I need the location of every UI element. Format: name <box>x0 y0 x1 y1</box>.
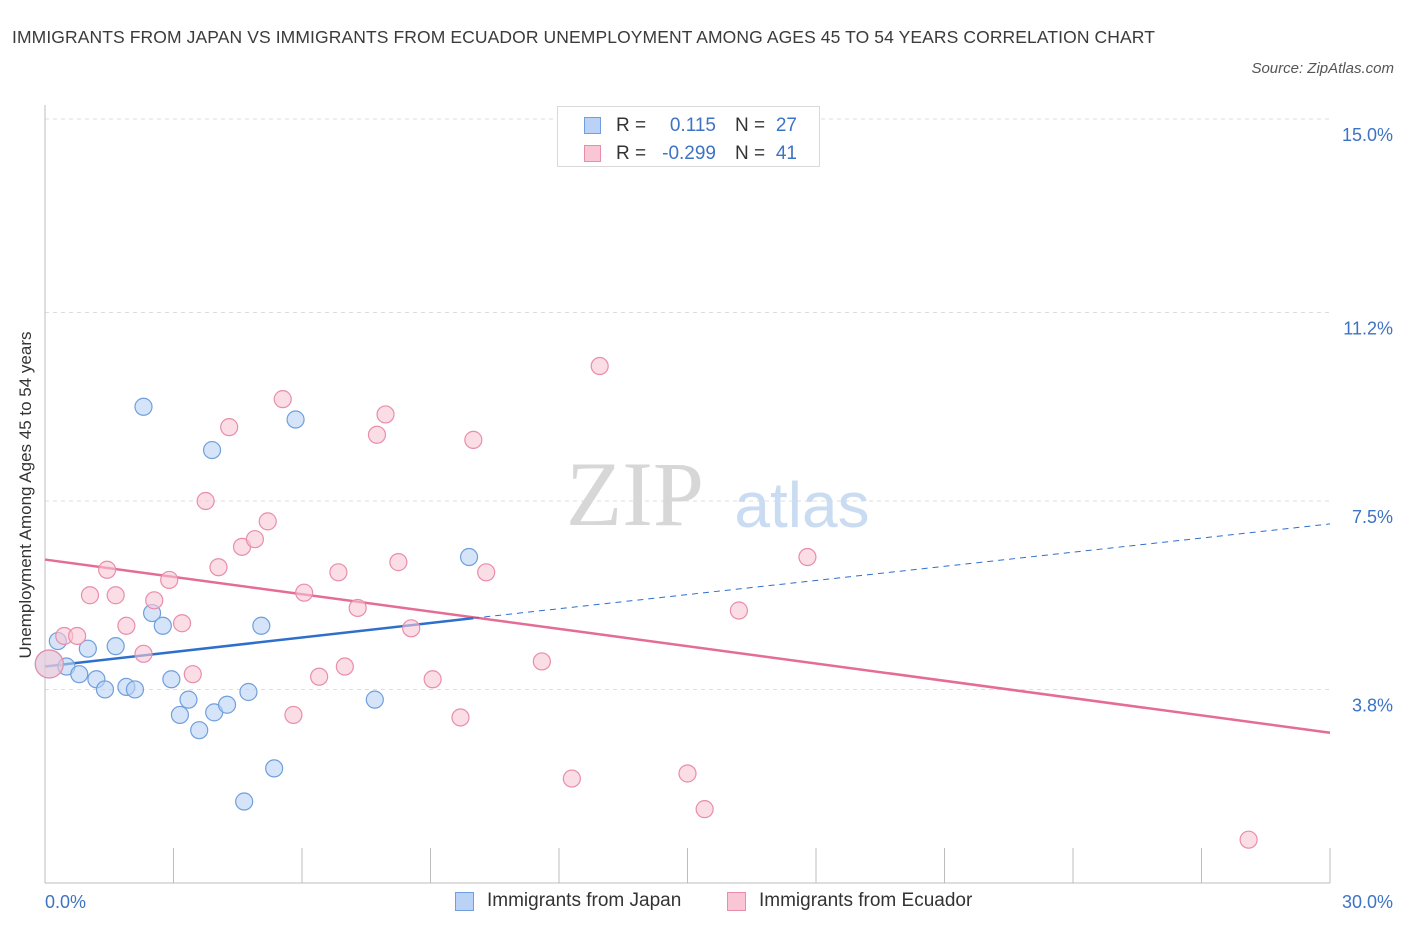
stats-legend: R = 0.115 N = 27 R = -0.299 N = 41 <box>557 106 820 167</box>
ecuador-point[interactable] <box>451 708 470 727</box>
japan-points <box>34 397 479 811</box>
ecuador-point[interactable] <box>284 705 303 725</box>
ecuador-point[interactable] <box>562 769 581 788</box>
ecuador-point[interactable] <box>258 512 277 531</box>
ecuador-point[interactable] <box>310 667 329 686</box>
axes <box>44 105 1331 884</box>
y-axis-label: Unemployment Among Ages 45 to 54 years <box>16 331 35 659</box>
ecuador-point[interactable] <box>98 560 117 579</box>
watermark-atlas: atlas <box>734 469 869 541</box>
ecuador-point[interactable] <box>335 657 354 676</box>
japan-point[interactable] <box>95 680 115 699</box>
ecuador-point[interactable] <box>402 619 421 638</box>
ecuador-n-value: 41 <box>775 143 797 164</box>
japan-point[interactable] <box>134 397 153 416</box>
ecuador-point[interactable] <box>106 586 125 605</box>
japan-n-label: N = <box>735 115 766 136</box>
japan-legend-swatch <box>455 892 474 911</box>
ecuador-trend-line <box>44 558 1331 734</box>
japan-point[interactable] <box>217 695 237 714</box>
ecuador-point[interactable] <box>367 425 387 444</box>
ecuador-point[interactable] <box>389 553 408 572</box>
y-tick-label: 3.8% <box>1352 695 1393 715</box>
legend-row-japan: R = 0.115 N = 27 <box>558 113 819 139</box>
japan-point[interactable] <box>70 665 89 684</box>
ecuador-point[interactable] <box>695 800 714 819</box>
ecuador-point[interactable] <box>183 665 202 684</box>
legend-row-ecuador: R = -0.299 N = 41 <box>558 141 819 167</box>
ecuador-point[interactable] <box>172 614 192 633</box>
y-tick-label: 11.2% <box>1343 319 1393 339</box>
ecuador-legend-swatch <box>727 892 746 911</box>
japan-point[interactable] <box>179 690 198 709</box>
ecuador-r-label: R = <box>616 143 647 164</box>
japan-point[interactable] <box>162 670 181 689</box>
watermark: ZIP atlas <box>566 443 870 545</box>
y-tick-labels: 3.8% 7.5% 11.2% 15.0% <box>1342 125 1393 715</box>
ecuador-point[interactable] <box>532 652 551 671</box>
ecuador-point[interactable] <box>729 601 749 620</box>
japan-legend-label: Immigrants from Japan <box>487 890 682 911</box>
ecuador-point[interactable] <box>134 644 153 663</box>
ecuador-point[interactable] <box>295 583 314 602</box>
ecuador-n-label: N = <box>735 143 766 164</box>
ecuador-swatch <box>584 145 601 162</box>
japan-point[interactable] <box>265 759 284 778</box>
ecuador-point[interactable] <box>348 598 367 618</box>
japan-point[interactable] <box>190 721 209 740</box>
japan-point[interactable] <box>235 792 254 811</box>
japan-point[interactable] <box>365 690 384 709</box>
ecuador-legend-label: Immigrants from Ecuador <box>759 890 973 911</box>
ecuador-point[interactable] <box>117 616 136 635</box>
y-tick-label: 7.5% <box>1352 507 1393 527</box>
japan-point[interactable] <box>286 410 305 429</box>
ecuador-points <box>34 356 1258 849</box>
japan-point[interactable] <box>459 547 479 567</box>
ecuador-point[interactable] <box>329 563 348 582</box>
japan-trend-line <box>44 616 474 668</box>
japan-point[interactable] <box>78 639 97 658</box>
x-tick-label-max: 30.0% <box>1342 892 1393 912</box>
ecuador-point[interactable] <box>160 570 179 590</box>
x-tick-labels: 0.0% 30.0% <box>45 892 1393 912</box>
ecuador-point[interactable] <box>798 547 817 567</box>
ecuador-r-value: -0.299 <box>662 143 716 164</box>
ecuador-point[interactable] <box>245 530 264 549</box>
japan-r-value: 0.115 <box>669 115 716 136</box>
ecuador-point[interactable] <box>376 405 395 424</box>
ecuador-point[interactable] <box>678 764 697 783</box>
ecuador-point[interactable] <box>80 586 100 605</box>
grid <box>45 118 1330 690</box>
japan-point[interactable] <box>202 440 222 460</box>
ecuador-point[interactable] <box>220 418 239 437</box>
ecuador-point[interactable] <box>477 563 496 582</box>
ecuador-point[interactable] <box>1239 830 1258 849</box>
trend-lines <box>44 523 1331 734</box>
japan-point[interactable] <box>153 616 172 635</box>
japan-point[interactable] <box>125 680 145 699</box>
ecuador-point[interactable] <box>196 491 215 511</box>
chart-title: IMMIGRANTS FROM JAPAN VS IMMIGRANTS FROM… <box>12 27 1155 47</box>
ecuador-point[interactable] <box>209 558 228 577</box>
ecuador-point[interactable] <box>34 649 64 679</box>
japan-point[interactable] <box>252 616 271 635</box>
japan-n-value: 27 <box>775 115 797 136</box>
japan-trend-extension <box>473 523 1331 619</box>
ecuador-point[interactable] <box>145 591 164 610</box>
japan-point[interactable] <box>239 682 258 702</box>
ecuador-point[interactable] <box>590 356 609 376</box>
japan-r-label: R = <box>616 115 647 136</box>
japan-point[interactable] <box>106 637 125 656</box>
y-tick-label: 15.0% <box>1342 125 1393 145</box>
source-note: Source: ZipAtlas.com <box>1251 60 1394 77</box>
watermark-zip: ZIP <box>566 443 704 545</box>
japan-swatch <box>584 117 601 134</box>
ecuador-point[interactable] <box>423 670 442 689</box>
ecuador-point[interactable] <box>68 626 87 646</box>
ecuador-point[interactable] <box>464 430 483 449</box>
ecuador-point[interactable] <box>273 390 292 409</box>
japan-point[interactable] <box>170 705 190 725</box>
x-tick-label-min: 0.0% <box>45 892 86 912</box>
